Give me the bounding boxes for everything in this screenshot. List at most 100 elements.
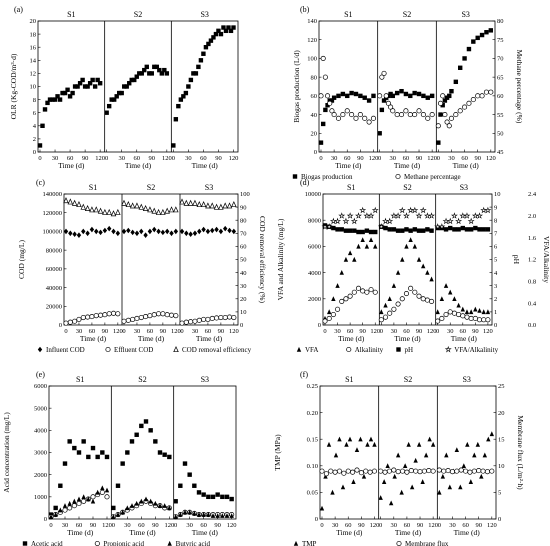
data-point — [385, 463, 390, 468]
data-point — [404, 469, 410, 475]
data-point — [192, 199, 198, 206]
y-tick-label: 0.15 — [307, 436, 318, 443]
data-point — [333, 452, 339, 458]
data-point — [368, 287, 374, 293]
data-point — [226, 314, 233, 320]
data-point — [179, 320, 185, 326]
data-point — [378, 468, 384, 474]
data-point — [129, 439, 135, 444]
data-point — [179, 198, 185, 205]
x-tick-label: 30 — [449, 522, 456, 529]
data-point — [164, 71, 170, 76]
data-point — [155, 208, 162, 215]
data-point — [183, 319, 189, 325]
plot-frame — [37, 20, 239, 153]
data-point — [164, 207, 170, 214]
legend-label: Butyric acid — [176, 540, 211, 546]
data-point — [132, 77, 137, 83]
data-point — [412, 227, 418, 232]
data-point — [430, 468, 436, 474]
data-point — [60, 90, 65, 96]
y-right2-tick-label: 1.6 — [528, 235, 537, 242]
data-point — [404, 227, 409, 232]
data-point — [102, 312, 108, 318]
data-point — [481, 227, 486, 232]
data-point — [210, 513, 216, 518]
x-tick-label: 90 — [474, 155, 481, 162]
data-point — [438, 112, 443, 117]
data-point — [102, 208, 108, 215]
stage-label: S2 — [134, 10, 142, 19]
data-point — [350, 217, 358, 225]
data-point — [395, 469, 401, 475]
legend-marker — [444, 345, 452, 353]
data-point — [325, 103, 330, 108]
data-point — [398, 206, 406, 214]
data-point — [58, 507, 63, 513]
stage-label: S1 — [76, 375, 84, 384]
y-right-tick-label: 3 — [494, 283, 497, 290]
data-point — [364, 289, 370, 295]
data-point — [343, 228, 349, 233]
data-point — [446, 217, 454, 225]
x-tick-label: 60 — [403, 155, 410, 162]
stage-label: S1 — [344, 10, 352, 19]
x-tick-label: 60 — [461, 155, 468, 162]
data-point — [100, 485, 105, 491]
data-point — [196, 317, 202, 323]
x-tick-label: 60 — [133, 155, 140, 162]
data-point — [95, 454, 100, 460]
data-point — [162, 67, 167, 73]
legend-marker — [37, 346, 43, 353]
y-right-tick-label: 5 — [498, 490, 501, 497]
data-point — [179, 228, 185, 235]
y-tick-label: 20 — [30, 18, 37, 25]
x-tick-label: 30 — [185, 155, 192, 162]
data-point — [341, 470, 347, 476]
data-point — [173, 499, 178, 504]
data-point — [421, 263, 426, 269]
data-point — [178, 511, 183, 517]
data-point — [330, 311, 336, 318]
data-point — [356, 229, 361, 235]
data-point — [201, 511, 206, 517]
data-point — [412, 289, 418, 295]
data-point — [130, 316, 136, 322]
data-point — [134, 315, 140, 322]
data-point — [102, 227, 108, 234]
series-cod-removal-efficiency — [63, 197, 237, 217]
data-point — [220, 494, 225, 500]
data-point — [358, 470, 364, 476]
data-point — [416, 441, 422, 447]
data-point — [379, 309, 384, 315]
data-point — [479, 473, 484, 479]
y-right-tick-label: 65 — [497, 74, 504, 81]
data-point — [408, 468, 414, 474]
data-point — [139, 498, 144, 504]
data-point — [460, 306, 465, 312]
data-point — [479, 32, 485, 38]
data-point — [394, 90, 400, 96]
data-point — [480, 206, 488, 214]
data-point — [340, 91, 346, 97]
data-point — [206, 511, 211, 517]
x-tick-label: 30 — [390, 155, 397, 162]
data-point — [371, 468, 378, 474]
data-point — [63, 197, 69, 204]
stage-label: S3 — [461, 10, 469, 19]
y-tick-label: 80000 — [46, 247, 62, 254]
data-point — [377, 131, 382, 136]
x-tick-label: 120 — [427, 328, 437, 335]
series-tmp — [319, 431, 495, 511]
data-point — [93, 313, 99, 319]
x-tick-label: 0 — [320, 522, 323, 529]
data-point — [408, 93, 413, 99]
data-point — [428, 212, 436, 219]
data-point — [446, 123, 452, 129]
data-point — [402, 463, 408, 468]
legend-marker — [396, 540, 402, 546]
y-right-tick-label: 0 — [498, 516, 501, 523]
data-point — [99, 489, 105, 495]
data-point — [363, 212, 371, 219]
data-point — [378, 495, 383, 500]
